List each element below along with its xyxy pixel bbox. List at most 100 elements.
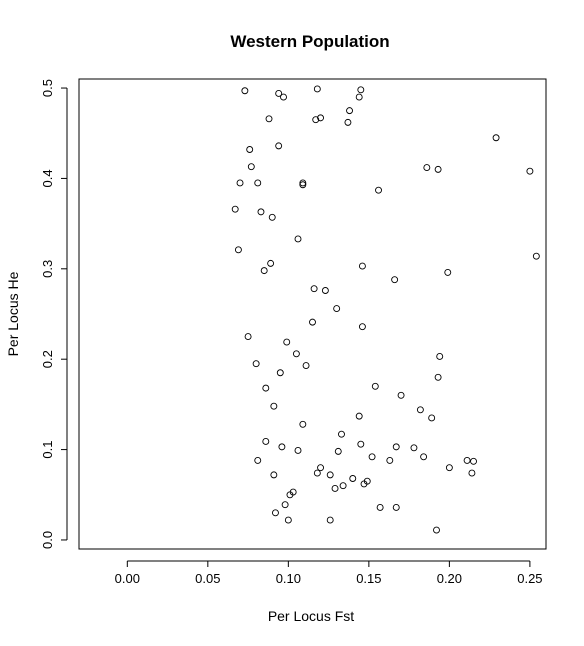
data-point bbox=[257, 208, 265, 216]
data-point bbox=[268, 213, 276, 221]
data-point bbox=[391, 276, 399, 284]
data-point bbox=[265, 115, 273, 123]
data-point bbox=[312, 116, 320, 124]
data-point bbox=[463, 456, 471, 464]
x-tick-label: 0.20 bbox=[437, 571, 462, 586]
data-point bbox=[355, 412, 363, 420]
data-point bbox=[241, 87, 249, 95]
data-point bbox=[349, 475, 357, 482]
data-point bbox=[280, 93, 287, 101]
data-point bbox=[283, 338, 291, 346]
data-point bbox=[286, 491, 294, 499]
data-point bbox=[281, 501, 289, 509]
data-point bbox=[247, 163, 255, 171]
data-point bbox=[310, 285, 318, 293]
chart-title: Western Population bbox=[230, 32, 389, 51]
data-point bbox=[375, 186, 382, 194]
data-point bbox=[252, 360, 260, 368]
data-point bbox=[326, 516, 334, 524]
data-point bbox=[267, 259, 275, 267]
data-point bbox=[357, 440, 365, 448]
data-point bbox=[423, 164, 431, 172]
data-point bbox=[371, 382, 379, 390]
data-point bbox=[397, 391, 405, 399]
data-point bbox=[428, 414, 436, 422]
y-axis-label: Per Locus He bbox=[5, 271, 21, 356]
data-point bbox=[532, 252, 540, 260]
data-point bbox=[236, 179, 244, 187]
data-point bbox=[299, 420, 307, 428]
y-tick-label: 0.5 bbox=[40, 79, 55, 97]
data-point bbox=[368, 453, 376, 461]
data-point bbox=[244, 333, 252, 341]
data-point bbox=[275, 90, 283, 97]
data-point bbox=[470, 457, 477, 465]
data-point bbox=[254, 456, 262, 464]
data-point bbox=[270, 471, 278, 479]
x-tick-label: 0.25 bbox=[517, 571, 542, 586]
x-tick-label: 0.15 bbox=[356, 571, 381, 586]
data-point bbox=[334, 447, 342, 455]
data-point bbox=[254, 179, 262, 187]
y-tick-label: 0.0 bbox=[40, 531, 55, 549]
data-point bbox=[260, 267, 268, 275]
data-point bbox=[317, 114, 324, 122]
y-tick-label: 0.4 bbox=[40, 169, 55, 187]
data-point bbox=[246, 146, 254, 153]
data-point bbox=[468, 469, 476, 477]
data-point bbox=[299, 179, 307, 187]
data-point bbox=[420, 453, 428, 461]
data-point bbox=[386, 456, 394, 464]
data-point bbox=[231, 205, 239, 213]
data-point bbox=[321, 287, 329, 294]
data-point bbox=[262, 437, 270, 445]
data-point bbox=[444, 268, 452, 276]
data-point bbox=[272, 509, 279, 517]
data-point bbox=[317, 464, 324, 472]
data-point bbox=[433, 526, 440, 534]
y-tick-label: 0.1 bbox=[40, 441, 55, 459]
data-point bbox=[355, 93, 363, 101]
y-axis: 0.0 0.1 0.2 0.3 0.4 0.5 bbox=[40, 79, 68, 549]
data-point bbox=[292, 350, 300, 358]
x-tick-label: 0.05 bbox=[195, 571, 220, 586]
data-point bbox=[299, 181, 307, 189]
data-point bbox=[270, 402, 278, 410]
data-point bbox=[445, 464, 453, 472]
data-point bbox=[344, 118, 352, 126]
data-point bbox=[331, 484, 339, 492]
data-point bbox=[275, 142, 283, 150]
data-point bbox=[492, 134, 500, 142]
data-point bbox=[410, 444, 418, 452]
data-point bbox=[302, 362, 310, 369]
data-point bbox=[376, 503, 384, 511]
x-axis: 0.00 0.05 0.10 0.15 0.20 0.25 bbox=[115, 560, 543, 586]
data-point bbox=[313, 469, 321, 477]
data-point bbox=[326, 471, 334, 479]
data-point bbox=[436, 353, 444, 360]
data-point bbox=[333, 305, 341, 313]
x-axis-label: Per Locus Fst bbox=[268, 608, 354, 624]
data-point bbox=[358, 323, 366, 331]
data-point bbox=[294, 447, 302, 454]
data-point bbox=[526, 167, 534, 175]
data-point bbox=[346, 107, 353, 115]
plot-area-border bbox=[78, 78, 547, 550]
data-point bbox=[339, 482, 347, 490]
data-point bbox=[358, 262, 366, 270]
x-tick-label: 0.10 bbox=[276, 571, 301, 586]
data-point bbox=[338, 430, 345, 438]
data-point bbox=[276, 369, 284, 377]
data-point bbox=[294, 235, 302, 243]
data-points bbox=[231, 85, 540, 534]
data-point bbox=[434, 165, 442, 173]
y-tick-label: 0.3 bbox=[40, 260, 55, 278]
data-point bbox=[363, 477, 371, 485]
data-point bbox=[416, 406, 424, 414]
data-point bbox=[392, 443, 400, 451]
data-point bbox=[262, 384, 270, 392]
data-point bbox=[278, 443, 286, 451]
data-point bbox=[434, 373, 442, 381]
data-point bbox=[313, 85, 321, 93]
